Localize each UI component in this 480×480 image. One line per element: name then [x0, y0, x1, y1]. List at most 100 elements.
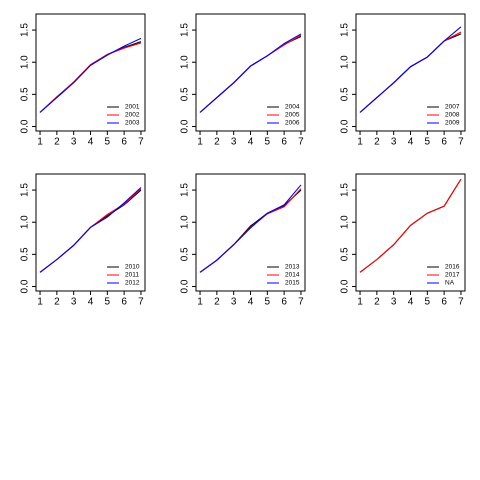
x-tick-label: 2	[54, 137, 60, 148]
x-tick-label: 2	[214, 297, 220, 308]
y-tick-label: 0.5	[20, 87, 31, 101]
y-tick-label: 0.0	[340, 279, 351, 293]
y-tick-label: 0.0	[180, 279, 191, 293]
series-line	[359, 178, 462, 273]
legend-label: 2010	[125, 264, 140, 271]
series-line	[199, 184, 302, 273]
legend-label: 2004	[285, 104, 300, 111]
legend-label: 2008	[445, 112, 460, 119]
x-tick-label: 1	[357, 137, 363, 148]
x-tick-label: 2	[214, 137, 220, 148]
y-tick-label: 1.5	[20, 183, 31, 197]
y-tick-label: 0.5	[180, 247, 191, 261]
x-tick-label: 7	[298, 297, 304, 308]
y-tick-label: 0.5	[180, 87, 191, 101]
legend-label: 2016	[445, 264, 460, 271]
x-tick-label: 1	[197, 137, 203, 148]
y-tick-label: 0.0	[20, 279, 31, 293]
series-line	[199, 33, 302, 113]
y-tick-label: 0.0	[340, 119, 351, 133]
x-tick-label: 1	[197, 297, 203, 308]
series-line	[199, 34, 302, 113]
legend-label: 2002	[125, 112, 140, 119]
x-tick-label: 5	[425, 137, 431, 148]
x-tick-label: 6	[121, 137, 127, 148]
series-line	[39, 41, 142, 113]
x-tick-label: 6	[281, 137, 287, 148]
x-tick-label: 6	[281, 297, 287, 308]
y-tick-label: 1.5	[20, 23, 31, 37]
x-tick-label: 1	[37, 297, 43, 308]
x-tick-label: 7	[138, 297, 144, 308]
x-tick-label: 1	[357, 297, 363, 308]
x-tick-label: 3	[71, 137, 77, 148]
x-tick-label: 4	[88, 297, 94, 308]
series-line	[199, 188, 302, 273]
series-line	[39, 187, 142, 273]
y-tick-label: 1.0	[180, 215, 191, 229]
x-tick-label: 7	[458, 137, 464, 148]
x-tick-label: 3	[391, 297, 397, 308]
y-tick-label: 1.0	[340, 215, 351, 229]
y-tick-label: 1.5	[340, 23, 351, 37]
y-tick-label: 1.5	[180, 23, 191, 37]
x-tick-label: 2	[54, 297, 60, 308]
y-tick-label: 1.5	[340, 183, 351, 197]
y-tick-label: 1.0	[20, 215, 31, 229]
x-tick-label: 5	[425, 297, 431, 308]
legend-label: 2006	[285, 120, 300, 127]
x-tick-label: 4	[248, 297, 254, 308]
y-tick-label: 0.0	[180, 119, 191, 133]
x-tick-label: 4	[408, 137, 414, 148]
series-line	[359, 33, 462, 113]
x-tick-label: 6	[441, 137, 447, 148]
x-tick-label: 7	[138, 137, 144, 148]
legend-label: 2001	[125, 104, 140, 111]
x-tick-label: 3	[391, 137, 397, 148]
x-tick-label: 4	[88, 137, 94, 148]
y-tick-label: 0.5	[340, 247, 351, 261]
series-line	[199, 36, 302, 113]
x-tick-label: 7	[458, 297, 464, 308]
legend-label: 2005	[285, 112, 300, 119]
y-tick-label: 0.0	[20, 119, 31, 133]
x-tick-label: 4	[248, 137, 254, 148]
x-tick-label: 5	[265, 137, 271, 148]
legend-label: 2014	[285, 272, 300, 279]
x-tick-label: 6	[441, 297, 447, 308]
x-tick-label: 6	[121, 297, 127, 308]
x-tick-label: 2	[374, 297, 380, 308]
y-tick-label: 1.5	[180, 183, 191, 197]
x-tick-label: 5	[105, 137, 111, 148]
y-tick-label: 0.5	[340, 87, 351, 101]
legend-label: 2009	[445, 120, 460, 127]
x-tick-label: 3	[71, 297, 77, 308]
legend-label: 2013	[285, 264, 300, 271]
series-line	[359, 31, 462, 113]
x-tick-label: 5	[265, 297, 271, 308]
legend-label: 2003	[125, 120, 140, 127]
x-tick-label: 7	[298, 137, 304, 148]
x-tick-label: 3	[231, 137, 237, 148]
legend-label: 2012	[125, 280, 140, 287]
x-tick-label: 2	[374, 137, 380, 148]
x-tick-label: 3	[231, 297, 237, 308]
y-tick-label: 1.0	[20, 55, 31, 69]
y-tick-label: 0.5	[20, 247, 31, 261]
y-tick-label: 1.0	[340, 55, 351, 69]
x-tick-label: 5	[105, 297, 111, 308]
y-tick-label: 1.0	[180, 55, 191, 69]
series-line	[359, 26, 462, 113]
legend-label: NA	[445, 280, 455, 287]
x-tick-label: 4	[408, 297, 414, 308]
legend-label: 2015	[285, 280, 300, 287]
series-line	[39, 37, 142, 113]
legend-label: 2011	[125, 272, 139, 279]
